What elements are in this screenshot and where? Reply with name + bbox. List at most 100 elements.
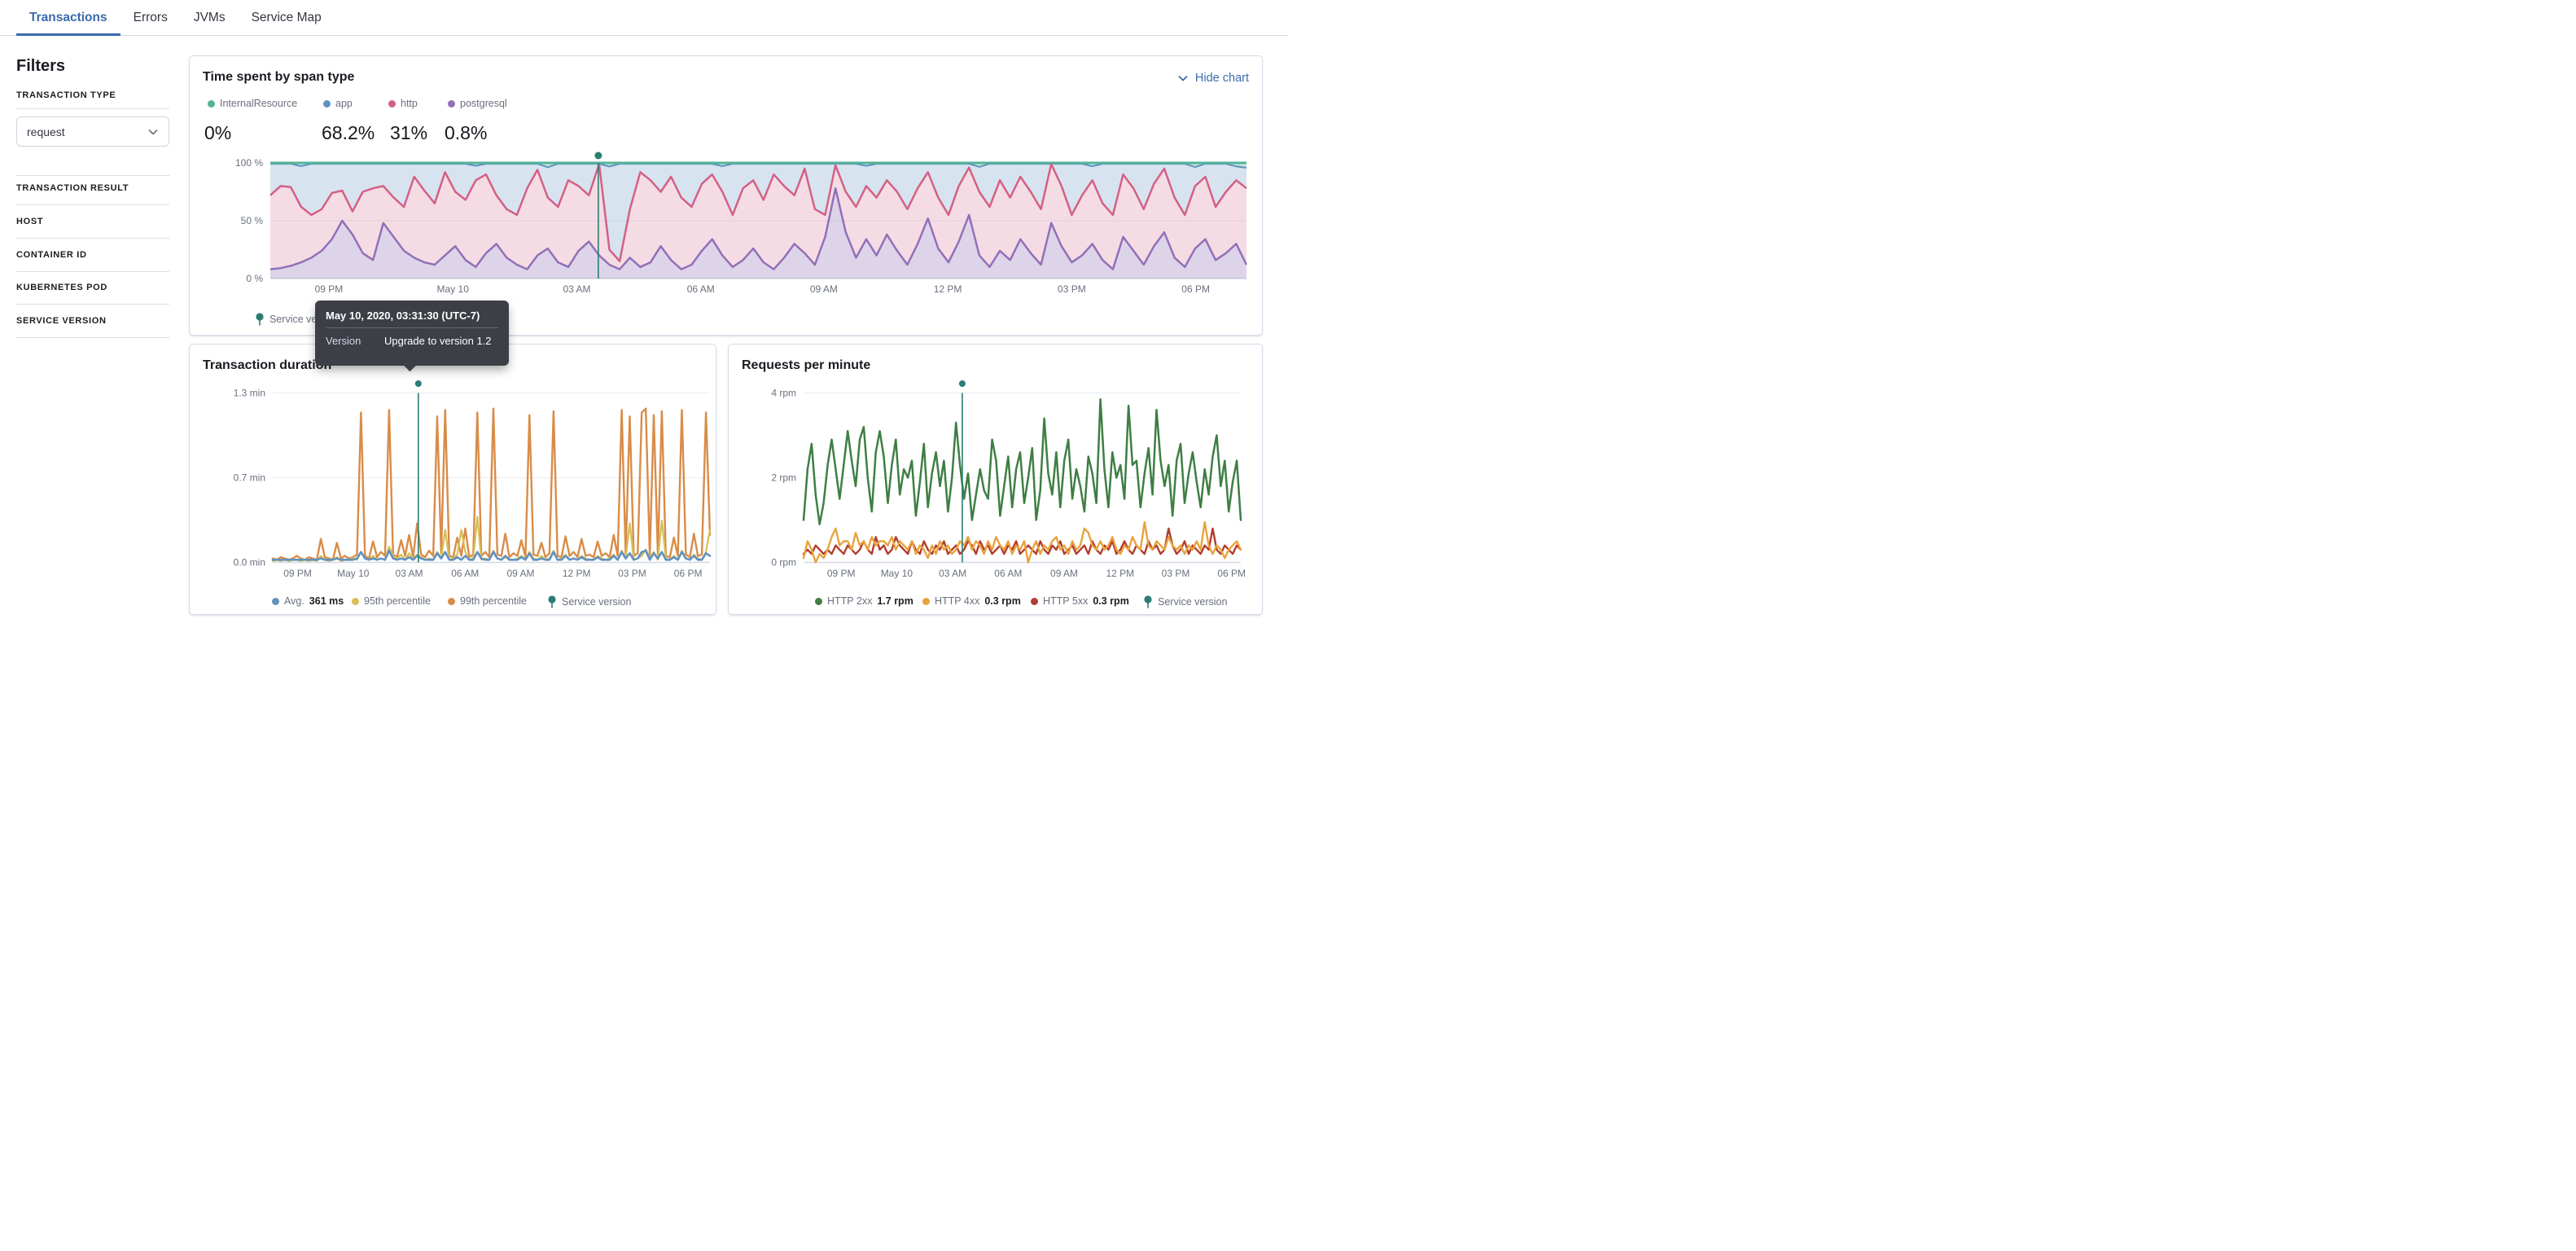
filters-sidebar: Filters TRANSACTION TYPE request TRANSAC… bbox=[16, 0, 169, 626]
http-percentage: 31% bbox=[390, 122, 428, 143]
legend-item-avg[interactable]: Avg. 361 ms bbox=[272, 595, 344, 607]
p95-dot-icon bbox=[352, 597, 359, 605]
http-dot-icon bbox=[388, 99, 396, 108]
legend-item-app[interactable]: app bbox=[323, 98, 353, 109]
postgresql-percentage: 0.8% bbox=[445, 122, 488, 143]
filter-label-kubernetes-pod[interactable]: KUBERNETES POD bbox=[16, 283, 107, 292]
legend-label: Service version bbox=[1158, 596, 1228, 608]
internalresource-percentage: 0% bbox=[204, 122, 232, 143]
divider bbox=[16, 271, 169, 272]
svg-text:12 PM: 12 PM bbox=[1106, 568, 1134, 579]
legend-label: InternalResource bbox=[220, 98, 298, 109]
svg-text:06 PM: 06 PM bbox=[1217, 568, 1246, 579]
legend-label: HTTP 5xx bbox=[1043, 595, 1089, 607]
chart-title: Transaction duration bbox=[203, 358, 332, 372]
p99-dot-icon bbox=[448, 597, 455, 605]
app-percentage: 68.2% bbox=[322, 122, 375, 143]
time-spent-by-span-type-card: Time spent by span type Hide chart Inter… bbox=[189, 55, 1263, 336]
legend-label: Service version bbox=[562, 596, 632, 608]
filter-label-container-id[interactable]: CONTAINER ID bbox=[16, 250, 87, 260]
legend-item-95th-percentile[interactable]: 95th percentile bbox=[352, 595, 431, 607]
legend-item-99th-percentile[interactable]: 99th percentile bbox=[448, 595, 527, 607]
tab-bar: Transactions Errors JVMs Service Map bbox=[0, 0, 1288, 36]
filter-label-transaction-type: TRANSACTION TYPE bbox=[16, 90, 116, 100]
legend-value: 0.3 rpm bbox=[984, 595, 1021, 607]
svg-text:0 %: 0 % bbox=[246, 273, 263, 284]
tooltip-timestamp: May 10, 2020, 03:31:30 (UTC-7) bbox=[326, 309, 480, 322]
legend-item-service-version[interactable]: Service version bbox=[547, 595, 631, 608]
svg-text:06 PM: 06 PM bbox=[674, 568, 703, 579]
svg-text:06 AM: 06 AM bbox=[451, 568, 479, 579]
tab-errors[interactable]: Errors bbox=[120, 0, 181, 35]
legend-item-internalresource[interactable]: InternalResource bbox=[208, 98, 297, 109]
tab-jvms[interactable]: JVMs bbox=[181, 0, 239, 35]
svg-text:09 PM: 09 PM bbox=[283, 568, 312, 579]
legend-label: app bbox=[335, 98, 353, 109]
divider bbox=[16, 304, 169, 305]
svg-text:09 PM: 09 PM bbox=[827, 568, 856, 579]
transaction-duration-line-chart[interactable]: 1.3 min 0.7 min 0.0 min 09 PM May 10 03 AM 06 … bbox=[190, 345, 716, 614]
legend-value: 0.3 rpm bbox=[1093, 595, 1129, 607]
filter-label-service-version[interactable]: SERVICE VERSION bbox=[16, 316, 107, 326]
svg-text:06 AM: 06 AM bbox=[687, 283, 715, 295]
svg-text:03 AM: 03 AM bbox=[939, 568, 966, 579]
svg-text:06 PM: 06 PM bbox=[1181, 283, 1210, 295]
legend-value: 1.7 rpm bbox=[877, 595, 913, 607]
legend-item-http-2xx[interactable]: HTTP 2xx 1.7 rpm bbox=[815, 595, 913, 607]
divider bbox=[16, 238, 169, 239]
service-version-pin-icon bbox=[1144, 595, 1152, 608]
svg-text:09 AM: 09 AM bbox=[810, 283, 838, 295]
transaction-duration-card: Transaction duration 1.3 min 0.7 min 0.0 m… bbox=[189, 344, 716, 615]
hide-chart-button[interactable]: Hide chart bbox=[1177, 72, 1249, 85]
chevron-down-icon bbox=[1178, 76, 1188, 81]
svg-text:2 rpm: 2 rpm bbox=[771, 472, 796, 484]
tab-transactions[interactable]: Transactions bbox=[16, 0, 120, 36]
legend-item-http-4xx[interactable]: HTTP 4xx 0.3 rpm bbox=[922, 595, 1021, 607]
svg-text:4 rpm: 4 rpm bbox=[771, 388, 796, 399]
svg-text:12 PM: 12 PM bbox=[563, 568, 591, 579]
svg-text:09 AM: 09 AM bbox=[506, 568, 534, 579]
legend-label: postgresql bbox=[460, 98, 507, 109]
svg-text:0.7 min: 0.7 min bbox=[234, 472, 265, 484]
apm-service-dashboard: Transactions Errors JVMs Service Map Fil… bbox=[0, 0, 1288, 626]
chart-title: Requests per minute bbox=[742, 358, 871, 372]
legend-label: HTTP 4xx bbox=[935, 595, 980, 607]
legend-item-http[interactable]: http bbox=[388, 98, 418, 109]
svg-text:03 PM: 03 PM bbox=[1058, 283, 1086, 295]
filter-label-transaction-result[interactable]: TRANSACTION RESULT bbox=[16, 183, 129, 193]
legend-label: Avg. bbox=[284, 595, 304, 607]
svg-text:May 10: May 10 bbox=[337, 568, 370, 579]
svg-text:May 10: May 10 bbox=[881, 568, 913, 579]
divider bbox=[16, 175, 169, 176]
tooltip-version-value: Upgrade to version 1.2 bbox=[384, 335, 492, 347]
svg-text:09 PM: 09 PM bbox=[315, 283, 344, 295]
svg-text:09 AM: 09 AM bbox=[1050, 568, 1078, 579]
legend-value: 361 ms bbox=[309, 595, 344, 607]
requests-per-minute-line-chart[interactable]: 4 rpm 2 rpm 0 rpm 09 PM May 10 03 AM 06 AM 09 A… bbox=[729, 345, 1262, 614]
divider bbox=[16, 204, 169, 205]
tab-service-map[interactable]: Service Map bbox=[239, 0, 335, 35]
tooltip-version-label: Version bbox=[326, 335, 361, 347]
svg-text:0 rpm: 0 rpm bbox=[771, 557, 796, 568]
legend-item-http-5xx[interactable]: HTTP 5xx 0.3 rpm bbox=[1031, 595, 1129, 607]
service-version-pin-icon bbox=[548, 595, 556, 608]
svg-text:1.3 min: 1.3 min bbox=[234, 388, 265, 399]
legend-item-postgresql[interactable]: postgresql bbox=[448, 98, 507, 109]
divider bbox=[326, 327, 498, 328]
chart-title: Time spent by span type bbox=[203, 70, 355, 84]
filters-heading: Filters bbox=[16, 57, 66, 75]
app-dot-icon bbox=[323, 99, 331, 108]
svg-text:03 PM: 03 PM bbox=[1162, 568, 1190, 579]
transaction-type-select[interactable]: request bbox=[16, 116, 169, 147]
svg-text:0.0 min: 0.0 min bbox=[234, 557, 265, 568]
svg-text:100 %: 100 % bbox=[235, 157, 263, 169]
svg-text:03 AM: 03 AM bbox=[563, 283, 590, 295]
transaction-type-selected-value: request bbox=[27, 125, 65, 138]
filter-label-host[interactable]: HOST bbox=[16, 217, 44, 226]
annotation-tooltip: May 10, 2020, 03:31:30 (UTC-7) Version U… bbox=[315, 301, 509, 366]
svg-text:50 %: 50 % bbox=[241, 215, 264, 226]
legend-label: http bbox=[401, 98, 418, 109]
http2xx-dot-icon bbox=[815, 597, 822, 605]
http4xx-dot-icon bbox=[922, 597, 930, 605]
legend-item-service-version[interactable]: Service version bbox=[1143, 595, 1227, 608]
